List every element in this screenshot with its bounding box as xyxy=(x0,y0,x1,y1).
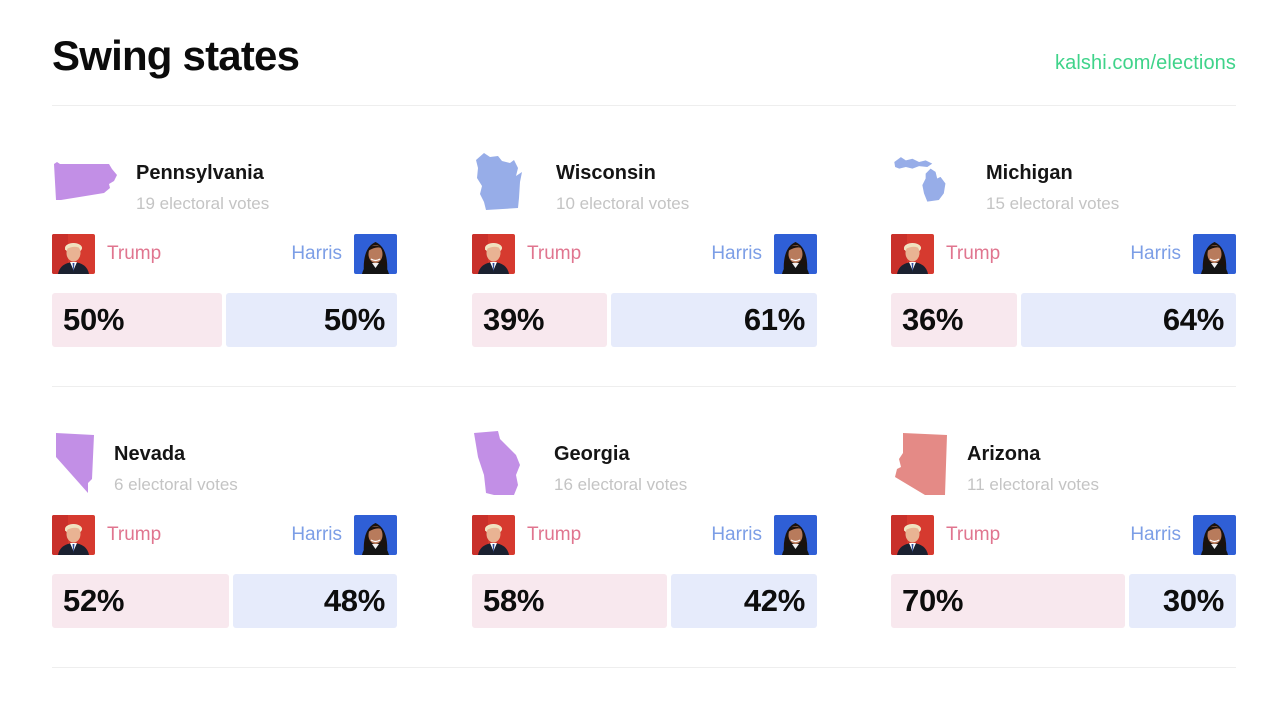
harris-odds: 30% xyxy=(1128,574,1236,628)
electoral-votes: 16 electoral votes xyxy=(554,475,688,494)
odds-bar: 36% 64% xyxy=(891,293,1236,347)
state-card-nevada: Nevada 6 electoral votes Trump Harris 52… xyxy=(52,429,397,639)
harris-label: Harris xyxy=(1130,524,1181,545)
divider-middle xyxy=(52,386,1236,387)
harris-label: Harris xyxy=(1130,243,1181,264)
state-name: Nevada xyxy=(114,443,186,465)
trump-label: Trump xyxy=(946,524,1001,545)
odds-bar: 39% 61% xyxy=(472,293,817,347)
divider-bottom xyxy=(52,667,1236,668)
trump-label: Trump xyxy=(527,524,582,545)
trump-avatar-icon xyxy=(472,234,515,274)
divider-top xyxy=(52,105,1236,106)
trump-label: Trump xyxy=(527,243,582,264)
harris-avatar-icon xyxy=(774,515,817,555)
michigan-map-icon xyxy=(891,148,957,214)
trump-label: Trump xyxy=(946,243,1001,264)
state-card-michigan: Michigan 15 electoral votes Trump Harris… xyxy=(891,148,1236,358)
trump-odds: 50% xyxy=(52,293,222,347)
trump-avatar-icon xyxy=(52,234,95,274)
arizona-map-icon xyxy=(891,429,957,495)
candidates-row: Trump Harris xyxy=(472,234,817,274)
state-card-pennsylvania: Pennsylvania 19 electoral votes Trump Ha… xyxy=(52,148,397,358)
harris-odds: 50% xyxy=(226,293,397,347)
candidates-row: Trump Harris xyxy=(891,515,1236,555)
state-name: Arizona xyxy=(967,443,1041,465)
georgia-map-icon xyxy=(472,429,538,495)
harris-odds: 42% xyxy=(671,574,817,628)
harris-avatar-icon xyxy=(354,515,397,555)
electoral-votes: 15 electoral votes xyxy=(986,194,1120,213)
candidates-row: Trump Harris xyxy=(52,515,397,555)
harris-label: Harris xyxy=(291,243,342,264)
odds-bar: 70% 30% xyxy=(891,574,1236,628)
trump-label: Trump xyxy=(107,243,162,264)
state-card-georgia: Georgia 16 electoral votes Trump Harris … xyxy=(472,429,817,639)
candidates-row: Trump Harris xyxy=(891,234,1236,274)
harris-avatar-icon xyxy=(1193,515,1236,555)
candidates-row: Trump Harris xyxy=(472,515,817,555)
trump-odds: 70% xyxy=(891,574,1125,628)
state-name: Georgia xyxy=(554,443,630,465)
wisconsin-map-icon xyxy=(472,148,538,214)
electoral-votes: 19 electoral votes xyxy=(136,194,270,213)
harris-label: Harris xyxy=(711,524,762,545)
trump-odds: 39% xyxy=(472,293,607,347)
header: Swing states kalshi.com/elections xyxy=(52,30,1236,90)
harris-avatar-icon xyxy=(354,234,397,274)
trump-avatar-icon xyxy=(472,515,515,555)
odds-bar: 58% 42% xyxy=(472,574,817,628)
nevada-map-icon xyxy=(52,429,118,495)
harris-odds: 64% xyxy=(1020,293,1236,347)
odds-bar: 52% 48% xyxy=(52,574,397,628)
harris-avatar-icon xyxy=(1193,234,1236,274)
trump-odds: 36% xyxy=(891,293,1017,347)
state-card-wisconsin: Wisconsin 10 electoral votes Trump Harri… xyxy=(472,148,817,358)
trump-label: Trump xyxy=(107,524,162,545)
page-title: Swing states xyxy=(52,32,300,79)
harris-odds: 61% xyxy=(610,293,817,347)
candidates-row: Trump Harris xyxy=(52,234,397,274)
pennsylvania-map-icon xyxy=(52,148,118,214)
kalshi-elections-link[interactable]: kalshi.com/elections xyxy=(1055,52,1236,74)
harris-avatar-icon xyxy=(774,234,817,274)
state-card-arizona: Arizona 11 electoral votes Trump Harris … xyxy=(891,429,1236,639)
harris-odds: 48% xyxy=(232,574,397,628)
harris-label: Harris xyxy=(291,524,342,545)
state-name: Wisconsin xyxy=(556,162,656,184)
trump-avatar-icon xyxy=(891,515,934,555)
state-name: Michigan xyxy=(986,162,1073,184)
electoral-votes: 11 electoral votes xyxy=(967,475,1099,494)
odds-bar: 50% 50% xyxy=(52,293,397,347)
electoral-votes: 10 electoral votes xyxy=(556,194,690,213)
trump-odds: 58% xyxy=(472,574,668,628)
harris-label: Harris xyxy=(711,243,762,264)
trump-odds: 52% xyxy=(52,574,229,628)
trump-avatar-icon xyxy=(52,515,95,555)
electoral-votes: 6 electoral votes xyxy=(114,475,238,494)
trump-avatar-icon xyxy=(891,234,934,274)
state-name: Pennsylvania xyxy=(136,162,264,184)
